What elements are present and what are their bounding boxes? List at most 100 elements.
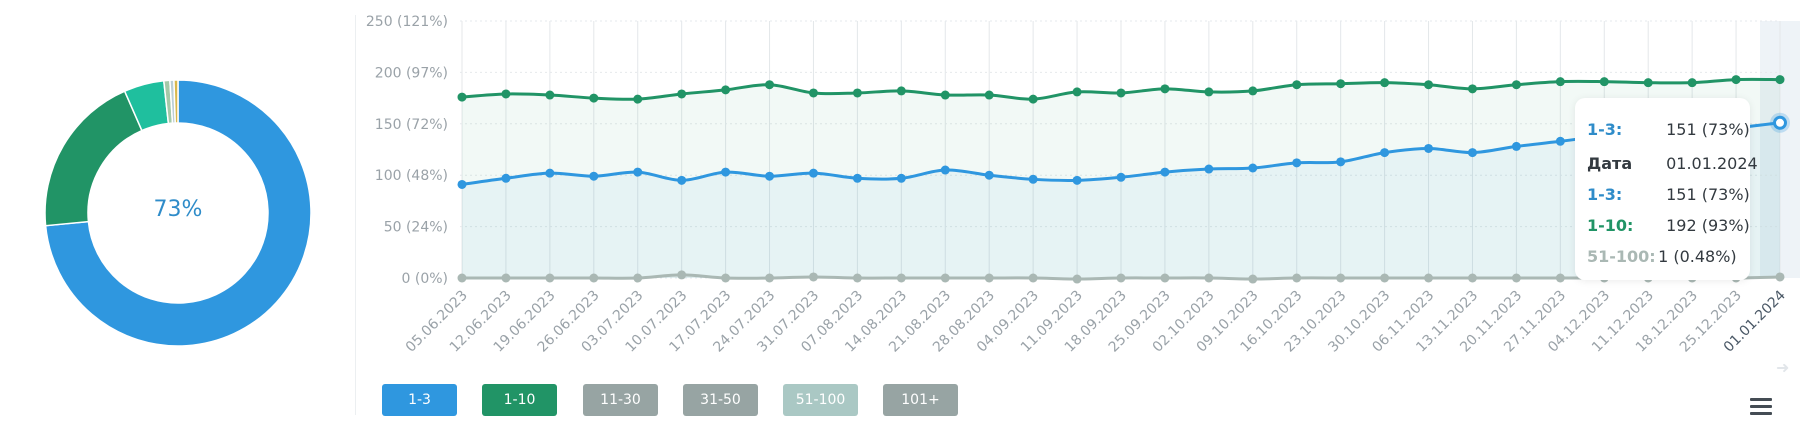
data-point-51-100[interactable]	[501, 273, 511, 283]
data-point-1-3[interactable]	[501, 173, 511, 183]
data-point-51-100[interactable]	[589, 273, 599, 283]
data-point-1-3[interactable]	[1292, 158, 1302, 168]
data-point-1-3[interactable]	[1773, 115, 1787, 130]
data-point-51-100[interactable]	[1424, 273, 1434, 283]
data-point-51-100[interactable]	[940, 273, 950, 283]
data-point-1-10[interactable]	[1072, 87, 1082, 97]
data-point-1-10[interactable]	[1116, 88, 1126, 98]
data-point-51-100[interactable]	[808, 272, 818, 282]
data-point-1-10[interactable]	[896, 86, 906, 96]
arrow-right-icon[interactable]: ➜	[1776, 358, 1790, 377]
data-point-1-3[interactable]	[896, 173, 906, 183]
data-point-1-10[interactable]	[940, 90, 950, 100]
donut-segment-101plus[interactable]	[173, 79, 179, 124]
data-point-1-3[interactable]	[1072, 175, 1082, 185]
data-point-1-10[interactable]	[1028, 94, 1038, 104]
data-point-1-10[interactable]	[501, 89, 511, 99]
data-point-1-10[interactable]	[589, 93, 599, 103]
donut-segment-1-10[interactable]	[44, 90, 143, 227]
data-point-51-100[interactable]	[1775, 272, 1785, 282]
data-point-1-10[interactable]	[1204, 87, 1214, 97]
data-point-1-10[interactable]	[1643, 78, 1653, 88]
data-point-1-3[interactable]	[1116, 172, 1126, 182]
data-point-1-10[interactable]	[457, 92, 467, 102]
data-point-1-3[interactable]	[1467, 148, 1477, 158]
legend-button-51-100[interactable]: 51-100	[783, 384, 858, 416]
data-point-1-10[interactable]	[1467, 84, 1477, 94]
legend-button-31-50[interactable]: 31-50	[683, 384, 758, 416]
data-point-1-3[interactable]	[1160, 167, 1170, 177]
data-point-1-10[interactable]	[721, 85, 731, 95]
data-point-1-3[interactable]	[1511, 141, 1521, 151]
data-point-1-3[interactable]	[852, 173, 862, 183]
data-point-1-10[interactable]	[852, 88, 862, 98]
data-point-51-100[interactable]	[1336, 273, 1346, 283]
data-point-1-10[interactable]	[1292, 80, 1302, 90]
data-point-1-3[interactable]	[1336, 157, 1346, 167]
data-point-51-100[interactable]	[1292, 273, 1302, 283]
data-point-1-3[interactable]	[1555, 136, 1565, 146]
data-point-1-3[interactable]	[589, 171, 599, 181]
y-tick-label: 50 (24%)	[384, 220, 448, 236]
legend-button-1-3[interactable]: 1-3	[382, 384, 457, 416]
data-point-1-10[interactable]	[984, 90, 994, 100]
data-point-51-100[interactable]	[1028, 273, 1038, 283]
legend-button-1-10[interactable]: 1-10	[482, 384, 557, 416]
data-point-1-3[interactable]	[1424, 143, 1434, 153]
data-point-51-100[interactable]	[852, 273, 862, 283]
data-point-1-10[interactable]	[1380, 78, 1390, 88]
legend-button-11-30[interactable]: 11-30	[583, 384, 658, 416]
data-point-1-3[interactable]	[984, 170, 994, 180]
tooltip-date-row: Дата 01.01.2024	[1587, 154, 1758, 173]
data-point-1-3[interactable]	[765, 171, 775, 181]
data-point-1-10[interactable]	[1336, 79, 1346, 89]
data-point-1-10[interactable]	[1731, 75, 1741, 85]
tooltip-row-name: 1-10:	[1587, 216, 1634, 235]
data-point-51-100[interactable]	[721, 273, 731, 283]
data-point-51-100[interactable]	[1248, 274, 1258, 284]
data-point-51-100[interactable]	[1511, 273, 1521, 283]
legend-button-101-plus[interactable]: 101+	[883, 384, 958, 416]
data-point-1-10[interactable]	[1687, 78, 1697, 88]
data-point-1-3[interactable]	[808, 168, 818, 178]
data-point-1-10[interactable]	[1424, 80, 1434, 90]
data-point-51-100[interactable]	[1116, 273, 1126, 283]
data-point-51-100[interactable]	[1072, 274, 1082, 284]
data-point-1-3[interactable]	[1380, 148, 1390, 158]
data-point-1-10[interactable]	[765, 80, 775, 90]
tooltip-header-value: 151 (73%)	[1666, 120, 1750, 139]
data-point-1-3[interactable]	[1028, 174, 1038, 184]
data-point-51-100[interactable]	[765, 273, 775, 283]
data-point-1-3[interactable]	[633, 167, 643, 177]
data-point-1-10[interactable]	[1599, 77, 1609, 87]
data-point-51-100[interactable]	[1467, 273, 1477, 283]
hamburger-menu-icon[interactable]	[1750, 398, 1772, 416]
data-point-51-100[interactable]	[1204, 273, 1214, 283]
donut-segment-1-3[interactable]	[44, 79, 312, 347]
data-point-51-100[interactable]	[545, 273, 555, 283]
data-point-1-10[interactable]	[545, 90, 555, 100]
data-point-1-10[interactable]	[1775, 75, 1785, 85]
data-point-1-10[interactable]	[1248, 86, 1258, 96]
data-point-51-100[interactable]	[1555, 273, 1565, 283]
data-point-1-3[interactable]	[457, 179, 467, 189]
data-point-1-3[interactable]	[1248, 163, 1258, 173]
data-point-51-100[interactable]	[457, 273, 467, 283]
data-point-1-10[interactable]	[1511, 80, 1521, 90]
data-point-51-100[interactable]	[984, 273, 994, 283]
data-point-1-3[interactable]	[677, 175, 687, 185]
data-point-1-3[interactable]	[1204, 164, 1214, 174]
data-point-51-100[interactable]	[896, 273, 906, 283]
data-point-1-3[interactable]	[940, 165, 950, 175]
data-point-1-3[interactable]	[721, 167, 731, 177]
data-point-1-10[interactable]	[677, 89, 687, 99]
data-point-51-100[interactable]	[1380, 273, 1390, 283]
data-point-1-10[interactable]	[1555, 77, 1565, 87]
data-point-1-3[interactable]	[545, 168, 555, 178]
data-point-51-100[interactable]	[1160, 273, 1170, 283]
data-point-1-10[interactable]	[808, 88, 818, 98]
data-point-51-100[interactable]	[633, 273, 643, 283]
data-point-1-10[interactable]	[1160, 84, 1170, 94]
data-point-51-100[interactable]	[677, 270, 687, 280]
data-point-1-10[interactable]	[633, 94, 643, 104]
